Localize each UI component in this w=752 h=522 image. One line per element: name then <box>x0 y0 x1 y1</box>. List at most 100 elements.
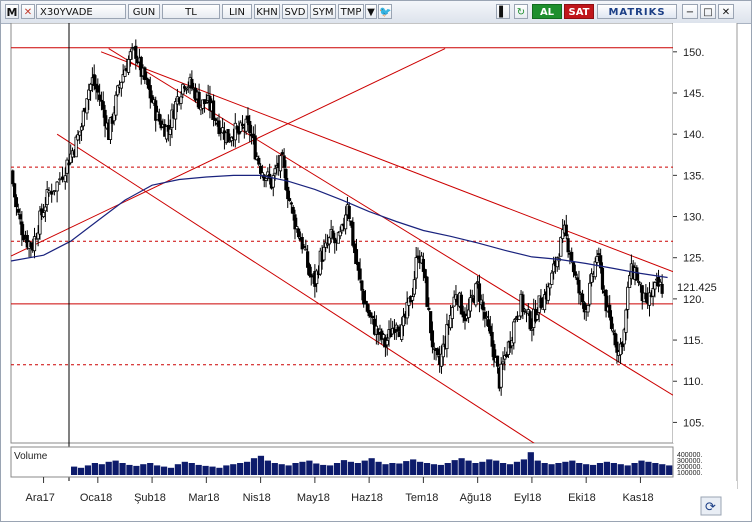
candle-body-48 <box>103 109 107 127</box>
candle-body-146 <box>280 152 284 155</box>
window-close-button[interactable]: ✕ <box>718 4 734 19</box>
maximize-button[interactable]: □ <box>700 4 716 19</box>
symbol-field[interactable]: X30YVADE <box>36 4 126 19</box>
candle-body-171 <box>325 243 330 246</box>
svg-text:⟳: ⟳ <box>705 500 716 515</box>
tmp-button[interactable]: TMP <box>338 4 364 19</box>
volume-bar-25 <box>243 461 251 475</box>
volume-bar-67 <box>534 460 541 475</box>
volume-bar-21 <box>216 467 223 475</box>
candle-body-253 <box>474 283 478 306</box>
volume-axis-label-2: 200000. <box>677 464 702 471</box>
minimize-button[interactable]: − <box>682 4 698 19</box>
volume-bar-64 <box>513 461 521 475</box>
candle-body-259 <box>485 316 489 319</box>
candle-body-153 <box>293 214 297 230</box>
volume-bar-59 <box>479 461 486 475</box>
candle-body-347 <box>644 292 648 300</box>
candle-body-39 <box>87 89 91 100</box>
candle-body-78 <box>157 113 161 122</box>
time-axis-labels: Ara17 Oca18 Şub18 Mar18 Nis18 May18 Haz18 Tem18… <box>26 477 654 504</box>
pin-icon[interactable]: ▌ <box>496 4 510 19</box>
candle-body-58 <box>121 74 125 83</box>
candle-body-283 <box>528 311 532 330</box>
volume-bar-7 <box>119 463 126 475</box>
price-chart[interactable]: 105. 110. 115. 120. 125. 130. 135. 140. 145. 150.… <box>1 23 751 521</box>
sell-button[interactable]: SAT <box>564 4 594 19</box>
candle-body-70 <box>143 67 147 81</box>
candle-body-235 <box>441 343 445 358</box>
trend-line-3 <box>56 133 535 443</box>
candle-body-307 <box>571 262 576 273</box>
candle-body-265 <box>495 355 500 367</box>
candle-body-96 <box>190 78 194 89</box>
volume-bar-30 <box>278 464 285 475</box>
candle-body-36 <box>81 110 85 127</box>
volume-bar-79 <box>617 464 624 475</box>
volume-bar-40 <box>347 461 355 475</box>
svd-button[interactable]: SVD <box>282 4 308 19</box>
candle-body-15 <box>38 210 42 235</box>
volume-axis-label-0: 400000. <box>677 452 702 459</box>
x-tick-label-5: May18 <box>297 492 330 504</box>
candle-body-306 <box>570 251 574 261</box>
candle-body-165 <box>315 270 319 285</box>
candle-body-102 <box>201 99 205 109</box>
candle-body-100 <box>197 91 201 109</box>
candle-body-131 <box>253 135 257 160</box>
volume-bar-60 <box>486 459 493 475</box>
candle-body-213 <box>401 315 406 327</box>
refresh-icon[interactable]: ↻ <box>514 4 528 19</box>
candle-body-251 <box>470 294 474 297</box>
menu-button[interactable]: M <box>5 4 19 19</box>
candle-body-188 <box>356 262 360 271</box>
candle-body-53 <box>112 112 116 122</box>
candle-body-267 <box>499 363 503 388</box>
candle-body-322 <box>599 255 603 269</box>
currency-selector[interactable]: TL <box>162 4 220 19</box>
volume-bar-51 <box>423 463 431 475</box>
volume-bar-5 <box>105 461 112 475</box>
linear-scale-button[interactable]: LIN <box>222 4 252 19</box>
candle-body-6 <box>22 234 26 241</box>
buy-button[interactable]: AL <box>532 4 562 19</box>
candle-body-76 <box>154 100 158 121</box>
candle-body-356 <box>660 283 664 294</box>
caret-down-icon[interactable]: ▼ <box>365 4 377 19</box>
candle-body-172 <box>327 237 331 245</box>
candle-body-157 <box>300 237 304 250</box>
candle-body-268 <box>501 361 505 365</box>
khn-button[interactable]: KHN <box>254 4 280 19</box>
candle-body-126 <box>244 118 248 132</box>
close-symbol-button[interactable]: ✕ <box>21 4 35 19</box>
candle-body-5 <box>20 221 24 236</box>
candle-body-142 <box>273 168 277 174</box>
candle-body-120 <box>233 122 237 141</box>
volume-bar-50 <box>416 461 424 475</box>
candle-body-87 <box>173 101 178 120</box>
candle-body-193 <box>365 303 369 312</box>
sym-button[interactable]: SYM <box>310 4 336 19</box>
volume-bar-37 <box>327 465 334 475</box>
candle-body-289 <box>539 297 543 308</box>
candle-body-327 <box>608 304 612 318</box>
candle-body-333 <box>618 343 623 356</box>
candle-body-196 <box>371 315 375 318</box>
candle-body-108 <box>211 100 216 120</box>
candle-body-147 <box>282 155 286 168</box>
volume-bar-32 <box>292 463 299 475</box>
twitter-icon[interactable]: 🐦 <box>378 4 392 19</box>
candle-body-51 <box>108 117 113 140</box>
candle-body-141 <box>271 175 275 188</box>
candle-body-57 <box>119 81 123 89</box>
candle-body-33 <box>76 134 80 141</box>
candle-body-335 <box>622 329 626 345</box>
volume-bar-68 <box>541 463 548 475</box>
sync-icon[interactable]: ⟳ <box>700 496 722 516</box>
y-tick-label-105: 105. <box>683 417 704 429</box>
volume-bar-82 <box>638 460 645 475</box>
trend-line-2 <box>11 48 446 257</box>
period-selector[interactable]: GUN <box>128 4 160 19</box>
candle-body-152 <box>291 206 295 214</box>
candle-body-123 <box>239 122 243 132</box>
